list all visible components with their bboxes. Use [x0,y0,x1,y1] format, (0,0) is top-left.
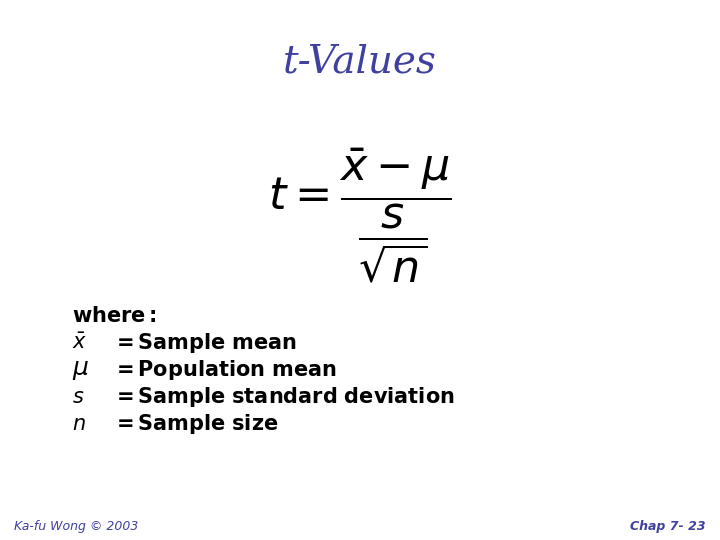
Text: $t = \dfrac{\bar{x} - \mu}{\dfrac{s}{\sqrt{n}}}$: $t = \dfrac{\bar{x} - \mu}{\dfrac{s}{\sq… [269,147,451,285]
Text: $\mathbf{= Population\ mean}$: $\mathbf{= Population\ mean}$ [112,358,336,382]
Text: $\mathbf{= Sample\ standard\ deviation}$: $\mathbf{= Sample\ standard\ deviation}$ [112,385,454,409]
Text: $\mathit{n}$: $\mathit{n}$ [72,414,86,434]
Text: $\mathbf{= Sample\ mean}$: $\mathbf{= Sample\ mean}$ [112,331,297,355]
Text: $\bar{x}$: $\bar{x}$ [72,333,87,353]
Text: Ka-fu Wong © 2003: Ka-fu Wong © 2003 [14,520,139,533]
Text: t-Values: t-Values [283,44,437,80]
Text: $\mathbf{where:}$: $\mathbf{where:}$ [72,306,157,326]
Text: $\mathbf{= Sample\ size}$: $\mathbf{= Sample\ size}$ [112,412,278,436]
Text: Chap 7- 23: Chap 7- 23 [630,520,706,533]
Text: $\mathit{s}$: $\mathit{s}$ [72,387,84,407]
Text: $\mu$: $\mu$ [72,358,89,382]
